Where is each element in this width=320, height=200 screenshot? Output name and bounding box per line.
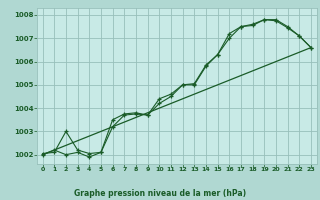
Text: Graphe pression niveau de la mer (hPa): Graphe pression niveau de la mer (hPa) <box>74 189 246 198</box>
